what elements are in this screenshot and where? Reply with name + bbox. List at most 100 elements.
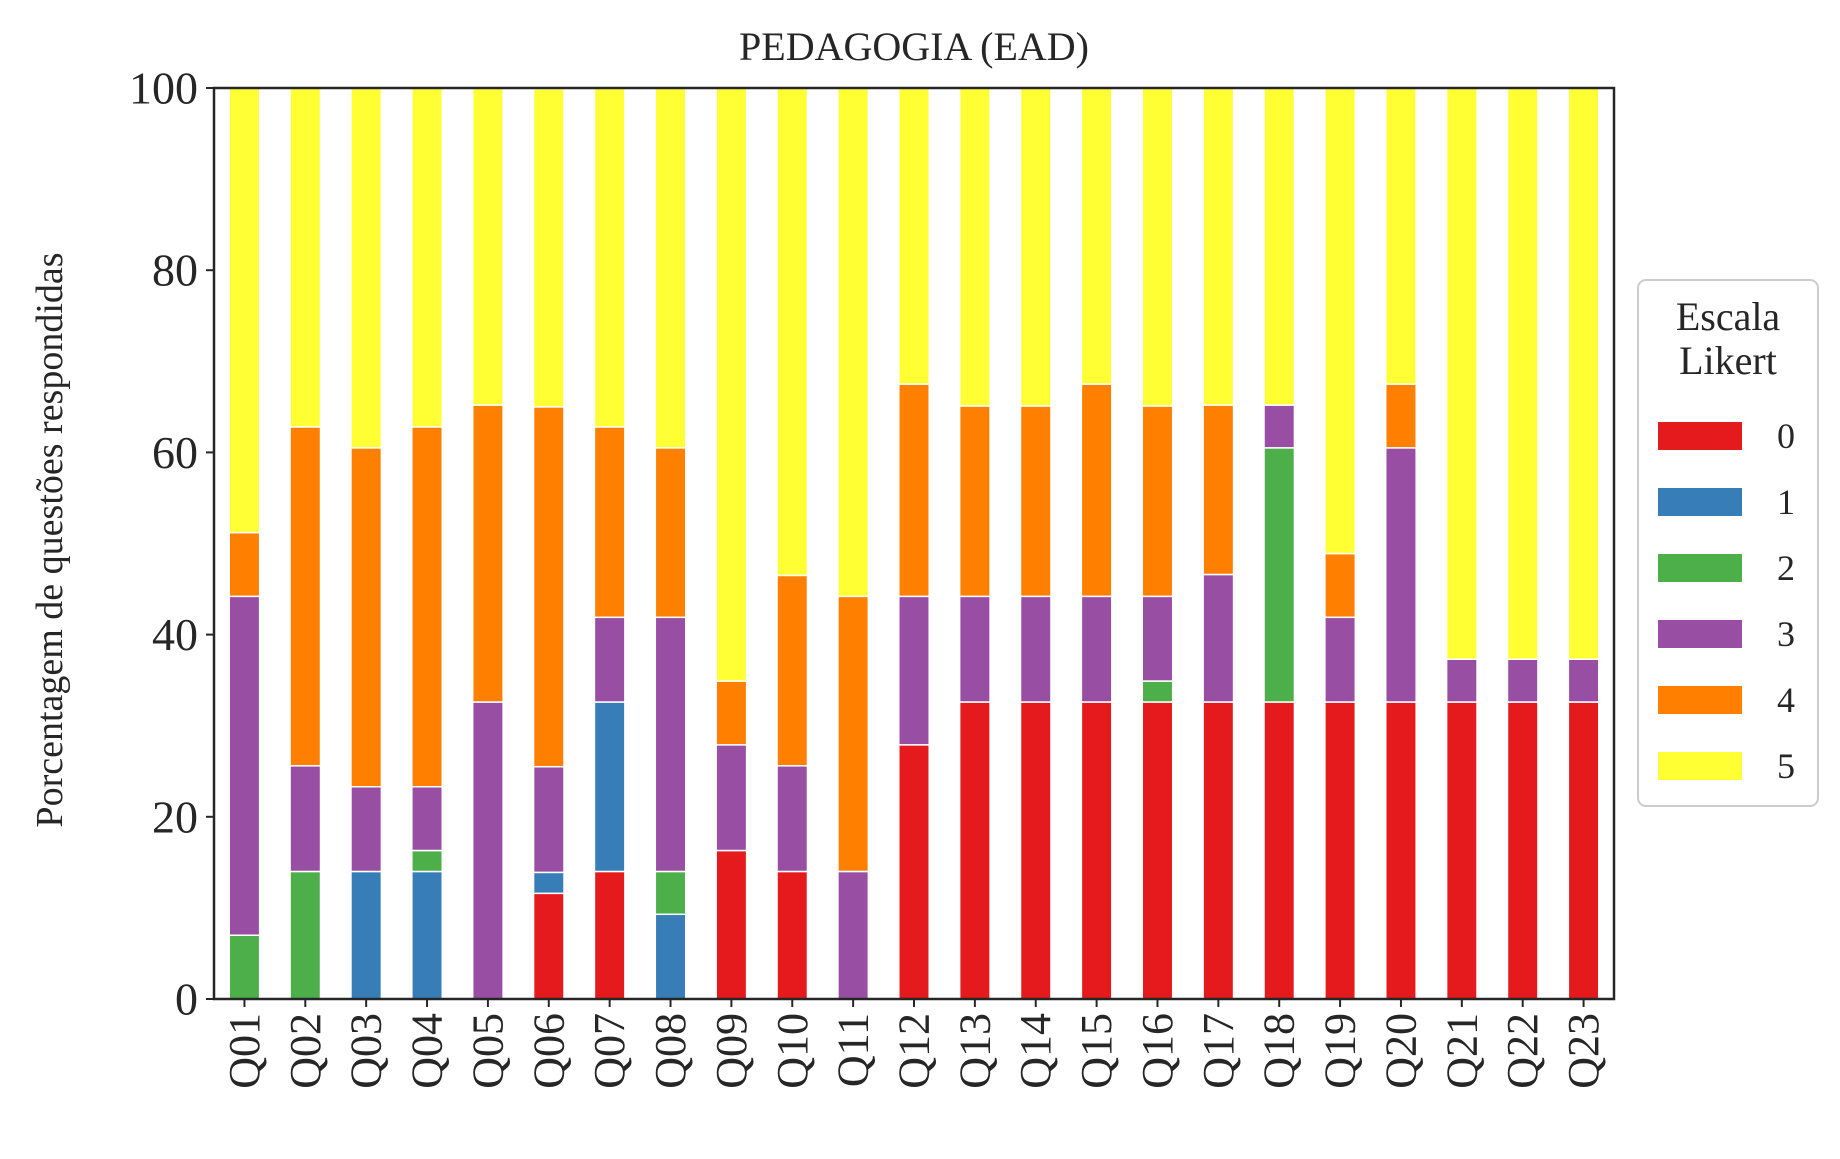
bar-Q11-level-5 bbox=[837, 87, 870, 598]
x-tick-label: Q07 bbox=[585, 1013, 634, 1089]
bar-Q07-level-4 bbox=[593, 426, 626, 619]
bar-Q01-level-2 bbox=[228, 934, 261, 1000]
bar-Q22-level-0 bbox=[1506, 701, 1539, 1000]
bar-Q08-level-1 bbox=[654, 913, 687, 1000]
bar-Q07-level-1 bbox=[593, 701, 626, 873]
bar-Q16-level-5 bbox=[1141, 87, 1174, 407]
bar-Q03-level-5 bbox=[350, 87, 383, 449]
bar-Q20-level-5 bbox=[1384, 87, 1417, 385]
bar-Q21-level-3 bbox=[1445, 658, 1478, 703]
bar-Q12-level-0 bbox=[898, 744, 930, 1000]
bar-Q17-level-4 bbox=[1202, 404, 1235, 576]
bar-Q13-level-4 bbox=[958, 405, 991, 598]
bar-Q08-level-2 bbox=[654, 870, 687, 916]
bar-Q10-level-3 bbox=[776, 765, 809, 873]
y-tick-label: 40 bbox=[152, 609, 198, 660]
bar-Q06-level-3 bbox=[532, 765, 565, 874]
bar-Q03-level-1 bbox=[350, 870, 383, 1000]
bar-Q13-level-0 bbox=[958, 701, 991, 1000]
y-tick-label: 60 bbox=[152, 427, 198, 478]
bar-Q06-level-0 bbox=[532, 892, 565, 1000]
bar-Q22-level-3 bbox=[1506, 658, 1539, 703]
x-axis-ticks: Q01 Q02 Q03 Q04 Q05 Q06 Q07 Q08 Q09 Q10 Q11 Q12 Q13 Q… bbox=[220, 999, 1608, 1089]
bar-Q01-level-4 bbox=[228, 531, 261, 598]
bar-Q09-level-0 bbox=[715, 849, 748, 1000]
legend-label-3: 3 bbox=[1777, 614, 1795, 654]
bar-Q18-level-3 bbox=[1263, 404, 1296, 449]
bar-Q21-level-5 bbox=[1445, 87, 1478, 660]
bar-Q10-level-4 bbox=[776, 574, 809, 767]
y-tick-label: 20 bbox=[152, 791, 198, 842]
legend-swatch-0 bbox=[1658, 422, 1742, 450]
bar-Q06-level-5 bbox=[532, 88, 565, 408]
y-tick-label: 100 bbox=[129, 63, 198, 114]
legend-box bbox=[1637, 279, 1819, 807]
legend-items: 0 1 2 3 4 5 bbox=[1658, 416, 1795, 786]
bar-Q15-level-5 bbox=[1080, 87, 1113, 385]
bar-Q23-level-3 bbox=[1567, 658, 1600, 703]
bar-Q02-level-4 bbox=[289, 426, 322, 767]
bar-Q16-level-0 bbox=[1141, 701, 1174, 1000]
x-tick-label: Q17 bbox=[1194, 1013, 1243, 1089]
bar-Q04-level-2 bbox=[411, 849, 444, 873]
bar-Q16-level-4 bbox=[1141, 405, 1174, 598]
legend-label-1: 1 bbox=[1777, 482, 1795, 522]
x-tick-label: Q01 bbox=[220, 1013, 269, 1089]
x-tick-label: Q08 bbox=[646, 1013, 695, 1089]
bar-Q23-level-0 bbox=[1567, 701, 1600, 1000]
bar-Q05-level-5 bbox=[471, 87, 504, 406]
x-tick-label: Q11 bbox=[829, 1013, 878, 1087]
x-tick-label: Q22 bbox=[1498, 1013, 1547, 1089]
legend-swatch-4 bbox=[1658, 686, 1742, 714]
bar-Q07-level-0 bbox=[593, 870, 626, 1000]
bar-Q03-level-3 bbox=[350, 785, 383, 873]
bar-Q19-level-5 bbox=[1324, 87, 1357, 555]
bar-Q12-level-3 bbox=[898, 595, 930, 746]
bars-group bbox=[228, 87, 1600, 1000]
bar-Q20-level-3 bbox=[1384, 447, 1417, 703]
bar-Q01-level-3 bbox=[228, 595, 261, 936]
y-tick-label: 0 bbox=[175, 974, 198, 1025]
bar-Q02-level-2 bbox=[289, 870, 322, 1000]
legend-swatch-5 bbox=[1658, 752, 1742, 780]
x-tick-label: Q02 bbox=[281, 1013, 330, 1089]
bar-Q14-level-0 bbox=[1019, 701, 1052, 1000]
bar-Q10-level-5 bbox=[776, 87, 809, 577]
y-tick-label: 80 bbox=[152, 245, 198, 296]
bar-Q01-level-5 bbox=[228, 87, 261, 534]
bar-Q14-level-4 bbox=[1019, 405, 1052, 598]
bar-Q08-level-3 bbox=[654, 616, 687, 873]
bar-Q07-level-3 bbox=[593, 616, 626, 703]
bar-Q04-level-4 bbox=[411, 426, 444, 788]
legend: Escala Likert 0 1 2 3 4 5 bbox=[1637, 279, 1819, 807]
legend-swatch-2 bbox=[1658, 554, 1742, 582]
bar-Q23-level-5 bbox=[1567, 87, 1600, 660]
bar-Q17-level-5 bbox=[1202, 87, 1235, 406]
bar-Q18-level-0 bbox=[1263, 701, 1296, 1000]
x-tick-label: Q13 bbox=[950, 1013, 999, 1089]
legend-swatch-3 bbox=[1658, 620, 1742, 648]
bar-Q05-level-4 bbox=[471, 404, 504, 703]
bar-Q16-level-2 bbox=[1141, 680, 1174, 703]
bar-Q18-level-5 bbox=[1263, 87, 1296, 406]
bar-Q08-level-4 bbox=[654, 447, 687, 619]
bar-Q15-level-4 bbox=[1080, 383, 1113, 598]
chart-title: PEDAGOGIA (EAD) bbox=[739, 24, 1089, 69]
bar-Q22-level-5 bbox=[1506, 87, 1539, 660]
bar-Q16-level-3 bbox=[1141, 595, 1174, 682]
bar-Q19-level-0 bbox=[1324, 701, 1357, 1000]
legend-swatch-1 bbox=[1658, 488, 1742, 516]
bar-Q09-level-4 bbox=[715, 680, 748, 746]
bar-Q08-level-5 bbox=[654, 87, 687, 449]
x-tick-label: Q05 bbox=[463, 1013, 512, 1089]
x-tick-label: Q18 bbox=[1255, 1013, 1304, 1089]
x-tick-label: Q14 bbox=[1011, 1013, 1060, 1089]
x-tick-label: Q16 bbox=[1133, 1013, 1182, 1089]
x-tick-label: Q15 bbox=[1072, 1013, 1121, 1089]
bar-Q04-level-3 bbox=[411, 785, 444, 852]
legend-label-2: 2 bbox=[1777, 548, 1795, 588]
bar-Q13-level-3 bbox=[958, 595, 991, 703]
x-tick-label: Q04 bbox=[403, 1013, 452, 1089]
bar-Q20-level-0 bbox=[1384, 701, 1417, 1000]
